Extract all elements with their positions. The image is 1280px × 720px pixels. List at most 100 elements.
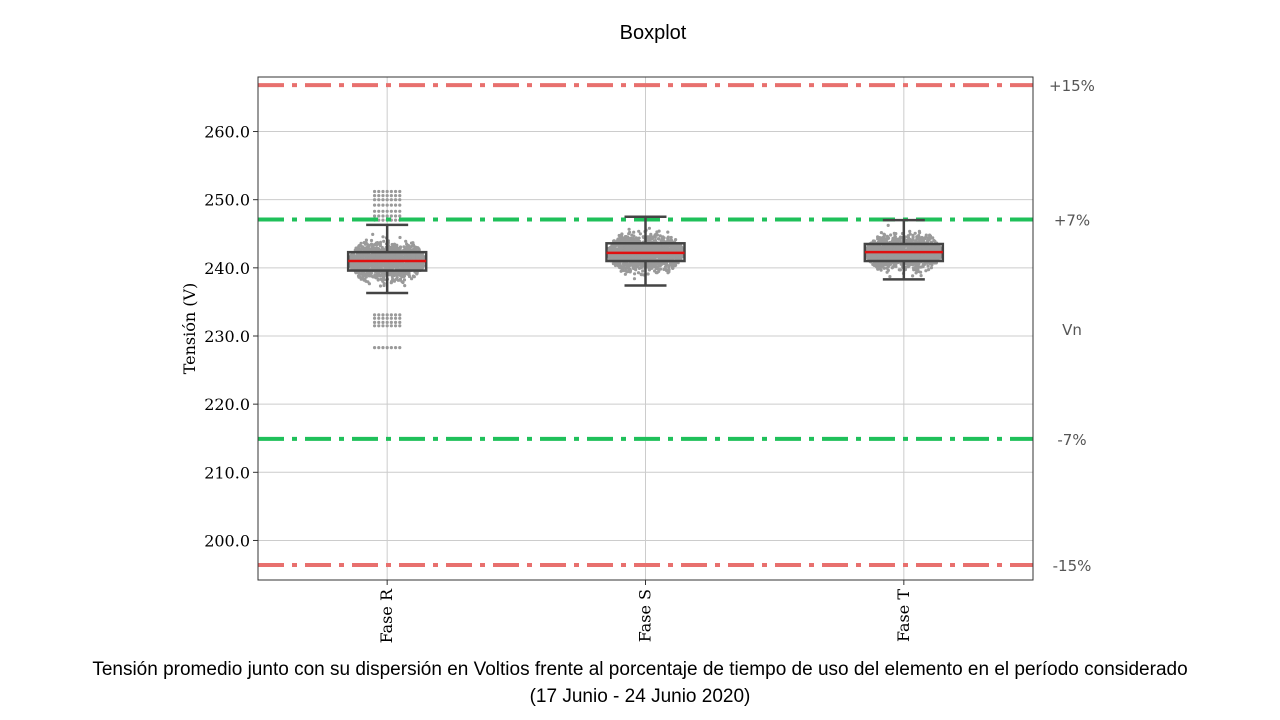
outlier-point [381, 320, 385, 324]
data-point [919, 274, 923, 278]
data-point [390, 245, 394, 249]
outlier-point [398, 346, 402, 350]
data-point [414, 265, 418, 269]
outlier-point [389, 214, 393, 218]
data-point [633, 264, 637, 268]
outlier-point [385, 214, 389, 218]
outlier-point [393, 218, 398, 222]
data-point [879, 231, 884, 235]
data-point [655, 230, 659, 234]
outlier-point [377, 194, 381, 198]
data-point [657, 269, 661, 273]
outlier-point [389, 209, 393, 213]
data-point [402, 245, 406, 249]
data-point [372, 266, 376, 270]
y-tick-label: 260.0 [204, 123, 250, 142]
outlier-point [377, 203, 381, 207]
outlier-point [389, 346, 393, 350]
data-point [621, 268, 625, 273]
outlier-point [398, 189, 402, 194]
data-point [649, 234, 653, 238]
data-point [647, 268, 652, 272]
caption-line-1: Tensión promedio junto con su dispersión… [92, 659, 1188, 680]
data-point [915, 237, 919, 241]
data-point [609, 246, 613, 250]
data-point [637, 266, 642, 270]
data-point [928, 236, 932, 240]
data-point [900, 245, 904, 249]
data-point [407, 244, 411, 248]
data-point [654, 232, 658, 237]
data-point [620, 232, 624, 236]
data-point [639, 273, 644, 277]
data-point [620, 256, 624, 260]
data-point [926, 264, 930, 268]
data-point [625, 270, 630, 274]
data-point [666, 255, 670, 259]
data-point [677, 247, 681, 251]
data-point [402, 274, 406, 278]
data-point [375, 271, 380, 275]
box-2 [605, 215, 686, 287]
outlier-point [372, 194, 377, 198]
data-point [378, 284, 383, 288]
data-point [874, 261, 878, 265]
data-point [381, 253, 385, 258]
data-point [402, 278, 407, 282]
outlier-point [381, 189, 385, 194]
data-point [622, 265, 626, 269]
data-point [417, 264, 421, 268]
data-point [928, 256, 932, 260]
data-point [674, 238, 678, 242]
data-point [648, 248, 652, 252]
data-point [400, 256, 404, 260]
outlier-point [377, 189, 381, 194]
y-tick-label: 240.0 [204, 259, 250, 278]
data-point [918, 231, 922, 235]
data-point [671, 266, 675, 270]
data-point [642, 243, 646, 247]
data-point [680, 248, 685, 252]
data-point [391, 271, 395, 275]
data-point [641, 269, 645, 273]
outlier-point [377, 313, 381, 317]
data-point [901, 255, 905, 259]
outlier-point [398, 209, 402, 213]
data-point [413, 261, 417, 265]
outlier-point [381, 214, 385, 218]
data-point [929, 266, 934, 270]
data-point [623, 272, 628, 276]
reference-label: Vn [1062, 321, 1082, 339]
data-point [645, 248, 649, 252]
outlier-point [381, 313, 385, 317]
data-point [633, 246, 637, 250]
data-point [923, 254, 928, 258]
data-point [669, 238, 673, 242]
data-point [885, 246, 889, 250]
data-point [374, 265, 379, 269]
data-point [637, 229, 641, 233]
data-point [672, 255, 676, 259]
data-point [416, 254, 420, 258]
data-point [913, 231, 917, 235]
data-point [924, 233, 928, 237]
outlier-point [385, 198, 389, 202]
outlier-point [377, 209, 381, 213]
x-tick-label: Fase S [636, 589, 655, 642]
data-point [411, 243, 415, 247]
data-point [870, 247, 874, 251]
y-axis-label: Tensión (V) [180, 283, 199, 375]
outlier-point [385, 313, 389, 317]
outlier-point [393, 313, 398, 317]
data-point [935, 245, 939, 249]
outlier-point [381, 203, 385, 207]
y-tick-label: 210.0 [204, 463, 250, 482]
data-point [369, 254, 373, 258]
data-point [895, 254, 899, 258]
data-point [366, 271, 370, 275]
data-point [420, 262, 424, 266]
data-point [393, 264, 397, 268]
data-point [911, 274, 915, 278]
data-point [382, 264, 386, 268]
data-point [876, 237, 880, 241]
